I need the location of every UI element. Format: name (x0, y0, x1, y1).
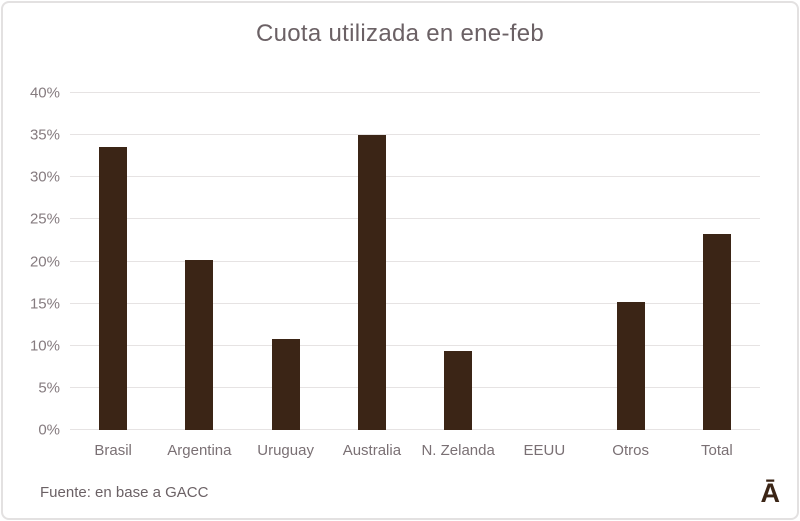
bar-Brasil (99, 146, 128, 430)
y-tick-label: 0% (38, 421, 60, 439)
gridline-15% (70, 302, 760, 304)
plot-area (70, 92, 760, 430)
gridline-20% (70, 260, 760, 262)
x-tick-label-Otros: Otros (612, 442, 649, 459)
bar-slot-Argentina (156, 93, 242, 430)
source-note: Fuente: en base a GACC (40, 484, 209, 501)
y-tick-label: 40% (29, 84, 60, 102)
bar-slot-Total (674, 93, 760, 430)
x-tick-label-Uruguay: Uruguay (257, 442, 314, 459)
gridline-30% (70, 176, 760, 178)
bar-slot-Brasil (70, 93, 156, 430)
gridline-25% (70, 218, 760, 220)
y-tick-label: 25% (29, 210, 60, 228)
gridline-5% (70, 386, 760, 388)
x-tick-label-EEUU: EEUU (523, 442, 566, 459)
bar-N. Zelanda (444, 350, 473, 430)
bar-Otros (616, 301, 645, 430)
gridline-10% (70, 344, 760, 346)
x-axis: Brasil Argentina Uruguay Australia N. Zeland… (70, 442, 760, 459)
gridline-0% (70, 429, 760, 430)
bar-slot-Otros (588, 93, 674, 430)
x-tick-label-Argentina: Argentina (167, 442, 232, 459)
bar-slot-EEUU (501, 93, 587, 430)
gridline-35% (70, 134, 760, 136)
chart-title: Cuota utilizada en ene-feb (256, 20, 544, 47)
gridline-40% (70, 92, 760, 93)
y-tick-label: 10% (29, 337, 60, 355)
bar-Argentina (185, 259, 214, 430)
y-tick-label: 5% (38, 379, 60, 397)
y-axis: 0% 5% 10% 15% 20% 25% 30% 35% 40% (0, 85, 60, 439)
x-tick-label-Brasil: Brasil (94, 442, 132, 459)
y-tick-label: 35% (29, 126, 60, 144)
bar-slot-Uruguay (243, 93, 329, 430)
x-tick-label-N. Zelanda: N. Zelanda (421, 442, 495, 459)
bar-Australia (357, 135, 386, 430)
x-tick-label-Australia: Australia (342, 442, 402, 459)
x-tick-label-Total: Total (701, 442, 733, 459)
y-tick-label: 15% (29, 295, 60, 313)
brand-logo: Ā (760, 478, 781, 508)
bar-series (70, 93, 760, 430)
bar-slot-N. Zelanda (415, 93, 501, 430)
bar-Uruguay (271, 339, 300, 430)
y-tick-label: 30% (29, 168, 60, 186)
y-tick-label: 20% (29, 253, 60, 270)
bar-slot-Australia (329, 93, 415, 430)
bar-Total (702, 233, 731, 430)
